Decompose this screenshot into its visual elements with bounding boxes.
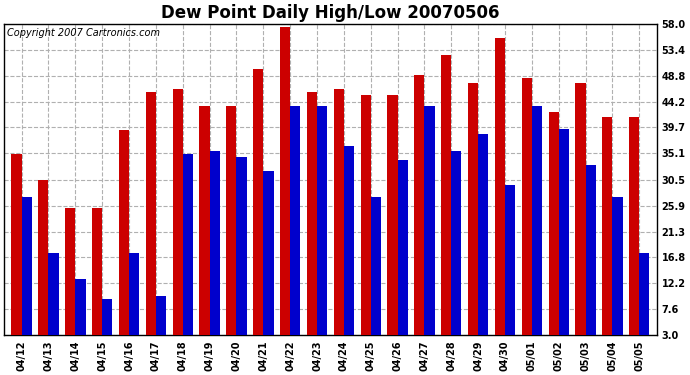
Bar	[237, 157, 246, 352]
Bar	[280, 27, 290, 352]
Bar	[505, 185, 515, 352]
Bar	[199, 106, 210, 352]
Bar	[414, 75, 424, 352]
Bar	[468, 83, 478, 352]
Bar	[532, 106, 542, 352]
Bar	[334, 89, 344, 352]
Bar	[602, 117, 613, 352]
Bar	[549, 111, 559, 352]
Bar	[371, 196, 381, 352]
Bar	[575, 83, 586, 352]
Bar	[629, 117, 639, 352]
Bar	[146, 92, 156, 352]
Bar	[75, 279, 86, 352]
Bar	[307, 92, 317, 352]
Bar	[210, 151, 220, 352]
Bar	[253, 69, 264, 352]
Bar	[48, 253, 59, 352]
Bar	[172, 89, 183, 352]
Bar	[441, 55, 451, 352]
Bar	[317, 106, 327, 352]
Bar	[38, 180, 48, 352]
Bar	[586, 165, 595, 352]
Bar	[12, 154, 21, 352]
Bar	[478, 134, 489, 352]
Bar	[156, 296, 166, 352]
Bar	[613, 196, 622, 352]
Bar	[522, 78, 532, 352]
Bar	[119, 130, 129, 352]
Bar	[424, 106, 435, 352]
Bar	[129, 253, 139, 352]
Bar	[451, 151, 462, 352]
Bar	[344, 146, 354, 352]
Bar	[21, 196, 32, 352]
Bar	[92, 208, 102, 352]
Bar	[495, 38, 505, 352]
Bar	[639, 253, 649, 352]
Bar	[183, 154, 193, 352]
Bar	[387, 94, 397, 352]
Bar	[360, 94, 371, 352]
Bar	[559, 129, 569, 352]
Bar	[102, 298, 112, 352]
Bar	[290, 106, 300, 352]
Title: Dew Point Daily High/Low 20070506: Dew Point Daily High/Low 20070506	[161, 4, 500, 22]
Bar	[397, 160, 408, 352]
Bar	[226, 106, 237, 352]
Text: Copyright 2007 Cartronics.com: Copyright 2007 Cartronics.com	[8, 28, 161, 38]
Bar	[65, 208, 75, 352]
Bar	[264, 171, 273, 352]
